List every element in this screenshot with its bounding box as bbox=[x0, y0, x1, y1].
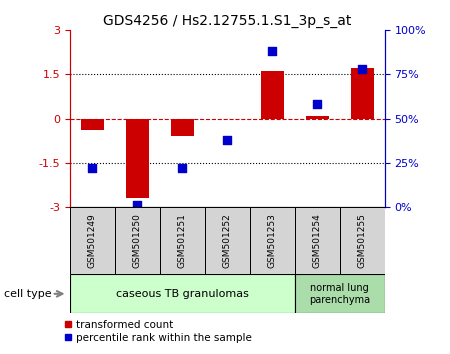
Bar bbox=[295, 274, 385, 313]
Text: GSM501251: GSM501251 bbox=[178, 213, 187, 268]
Bar bbox=[126, 119, 148, 198]
Bar bbox=[261, 72, 284, 119]
Text: GSM501254: GSM501254 bbox=[313, 213, 322, 268]
Bar bbox=[70, 207, 115, 274]
Text: GSM501253: GSM501253 bbox=[268, 213, 277, 268]
Point bbox=[134, 202, 141, 208]
Bar bbox=[171, 119, 194, 136]
Bar bbox=[81, 119, 104, 130]
Bar bbox=[205, 207, 250, 274]
Bar bbox=[351, 68, 374, 119]
Legend: transformed count, percentile rank within the sample: transformed count, percentile rank withi… bbox=[59, 315, 256, 347]
Bar bbox=[160, 207, 205, 274]
Bar bbox=[250, 207, 295, 274]
Point bbox=[314, 102, 321, 107]
Point bbox=[269, 48, 276, 54]
Bar bbox=[340, 207, 385, 274]
Point bbox=[179, 165, 186, 171]
Point bbox=[359, 66, 366, 72]
Text: GSM501252: GSM501252 bbox=[223, 213, 232, 268]
Title: GDS4256 / Hs2.12755.1.S1_3p_s_at: GDS4256 / Hs2.12755.1.S1_3p_s_at bbox=[103, 14, 351, 28]
Bar bbox=[295, 207, 340, 274]
Text: GSM501255: GSM501255 bbox=[358, 213, 367, 268]
Text: GSM501250: GSM501250 bbox=[133, 213, 142, 268]
Text: GSM501249: GSM501249 bbox=[88, 213, 97, 268]
Bar bbox=[115, 207, 160, 274]
Text: caseous TB granulomas: caseous TB granulomas bbox=[116, 289, 249, 299]
Point bbox=[89, 165, 96, 171]
Text: cell type: cell type bbox=[4, 289, 52, 299]
Point bbox=[224, 137, 231, 143]
Bar bbox=[70, 274, 295, 313]
Text: normal lung
parenchyma: normal lung parenchyma bbox=[309, 283, 370, 305]
Bar bbox=[306, 116, 328, 119]
